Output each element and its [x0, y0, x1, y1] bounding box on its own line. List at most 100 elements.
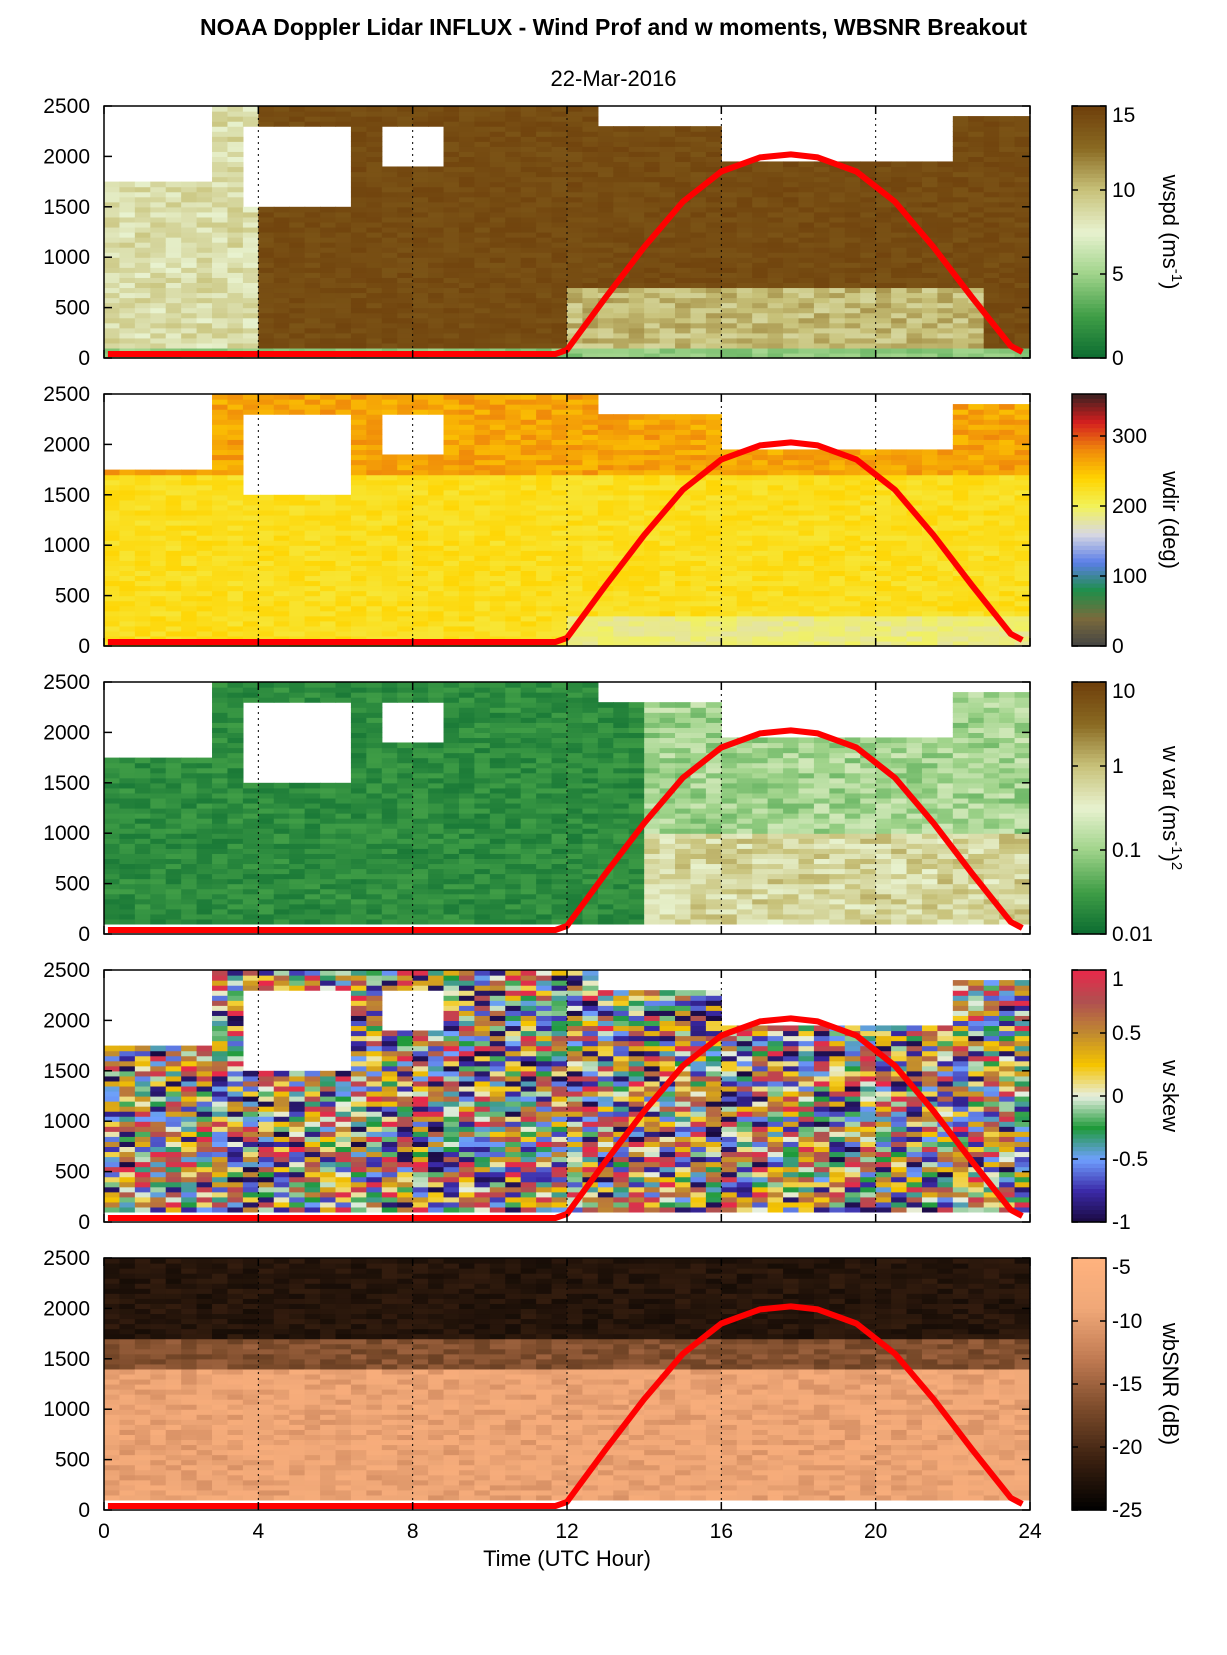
- heatmap-cell: [582, 136, 599, 142]
- heatmap-cell: [458, 247, 475, 253]
- heatmap-cell: [860, 262, 877, 268]
- heatmap-cell: [690, 484, 707, 491]
- heatmap-cell: [1014, 116, 1031, 122]
- heatmap-cell: [366, 146, 383, 152]
- heatmap-cell: [736, 625, 753, 632]
- colorbar-swatch: [1072, 303, 1106, 309]
- heatmap-cell: [783, 242, 800, 248]
- heatmap-cell: [906, 312, 923, 319]
- heatmap-cell: [705, 191, 722, 198]
- heatmap-cell: [752, 520, 769, 526]
- heatmap-cell: [520, 186, 537, 193]
- heatmap-cell: [397, 186, 414, 193]
- heatmap-cell: [937, 570, 954, 577]
- heatmap-cell: [829, 312, 846, 319]
- heatmap-cell: [582, 499, 599, 506]
- heatmap-cell: [798, 342, 815, 349]
- heatmap-cell: [613, 580, 630, 587]
- heatmap-cell: [428, 464, 445, 471]
- heatmap-cell: [567, 499, 584, 506]
- heatmap-cell: [690, 494, 707, 501]
- heatmap-cell: [458, 317, 475, 324]
- heatmap-cell: [181, 489, 198, 496]
- heatmap-cell: [968, 116, 985, 122]
- heatmap-cell: [458, 181, 475, 188]
- heatmap-cell: [443, 181, 460, 188]
- heatmap-cell: [350, 131, 367, 137]
- heatmap-cell: [875, 297, 892, 304]
- heatmap-cell: [767, 216, 784, 223]
- heatmap-cell: [813, 449, 830, 456]
- heatmap-cell: [582, 525, 599, 531]
- heatmap-cell: [150, 509, 167, 516]
- heatmap-cell: [165, 570, 182, 577]
- colorbar-swatch: [1072, 324, 1106, 330]
- heatmap-cell: [335, 347, 352, 354]
- heatmap-cell: [644, 191, 661, 198]
- heatmap-cell: [844, 337, 861, 344]
- heatmap-cell: [829, 337, 846, 344]
- heatmap-cell: [489, 600, 506, 607]
- heatmap-cell: [212, 595, 229, 602]
- heatmap-cell: [474, 479, 491, 486]
- heatmap-cell: [520, 277, 537, 283]
- heatmap-cell: [489, 530, 506, 536]
- heatmap-cell: [613, 499, 630, 506]
- heatmap-cell: [659, 141, 676, 147]
- heatmap-cell: [242, 509, 259, 516]
- heatmap-cell: [350, 181, 367, 188]
- heatmap-cell: [875, 459, 892, 466]
- heatmap-cell: [227, 312, 244, 319]
- heatmap-cell: [505, 414, 522, 420]
- heatmap-cell: [242, 317, 259, 324]
- heatmap-cell: [551, 520, 568, 526]
- heatmap-cell: [628, 595, 645, 602]
- heatmap-cell: [798, 297, 815, 304]
- heatmap-cell: [397, 504, 414, 511]
- heatmap-cell: [150, 560, 167, 566]
- heatmap-cell: [289, 287, 306, 294]
- heatmap-cell: [165, 242, 182, 248]
- heatmap-cell: [181, 585, 198, 592]
- heatmap-cell: [1014, 161, 1031, 168]
- heatmap-cell: [458, 540, 475, 546]
- heatmap-cell: [227, 226, 244, 233]
- heatmap-cell: [752, 221, 769, 228]
- heatmap-cell: [212, 176, 229, 183]
- heatmap-cell: [489, 429, 506, 435]
- colorbar-swatch: [1072, 240, 1106, 246]
- heatmap-cell: [721, 585, 738, 592]
- colorbar-swatch: [1072, 198, 1106, 204]
- heatmap-cell: [767, 272, 784, 278]
- heatmap-cell: [613, 186, 630, 193]
- heatmap-cell: [567, 307, 584, 314]
- heatmap-cell: [752, 257, 769, 263]
- heatmap-cell: [1014, 317, 1031, 324]
- heatmap-cell: [891, 479, 908, 486]
- heatmap-cell: [350, 332, 367, 339]
- heatmap-cell: [705, 302, 722, 309]
- heatmap-cell: [104, 565, 121, 571]
- heatmap-cell: [366, 201, 383, 208]
- heatmap-cell: [474, 141, 491, 147]
- heatmap-cell: [320, 292, 337, 299]
- heatmap-cell: [813, 560, 830, 566]
- heatmap-cell: [844, 469, 861, 476]
- heatmap-cell: [350, 484, 367, 491]
- heatmap-cell: [860, 504, 877, 511]
- heatmap-cell: [273, 514, 290, 521]
- heatmap-cell: [458, 302, 475, 309]
- heatmap-cell: [875, 640, 892, 647]
- heatmap-cell: [613, 489, 630, 496]
- heatmap-cell: [304, 535, 321, 541]
- heatmap-cell: [196, 514, 213, 521]
- heatmap-cell: [952, 181, 969, 188]
- heatmap-cell: [443, 560, 460, 566]
- heatmap-cell: [798, 545, 815, 551]
- heatmap-cell: [1014, 337, 1031, 344]
- heatmap-cell: [921, 575, 938, 582]
- heatmap-cell: [520, 625, 537, 632]
- heatmap-cell: [921, 347, 938, 354]
- heatmap-cell: [181, 262, 198, 268]
- heatmap-cell: [705, 267, 722, 273]
